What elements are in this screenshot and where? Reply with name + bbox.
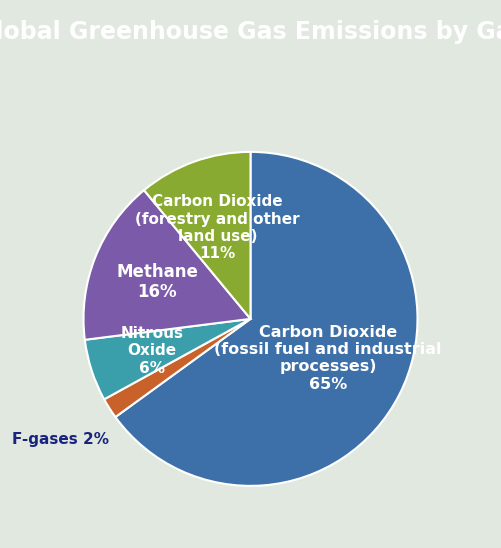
- Wedge shape: [104, 319, 251, 417]
- Text: F-gases 2%: F-gases 2%: [12, 432, 109, 447]
- Text: Global Greenhouse Gas Emissions by Gas: Global Greenhouse Gas Emissions by Gas: [0, 20, 501, 43]
- Wedge shape: [144, 152, 250, 319]
- Text: Nitrous
Oxide
6%: Nitrous Oxide 6%: [121, 326, 183, 376]
- Wedge shape: [85, 319, 250, 399]
- Text: Methane
16%: Methane 16%: [116, 262, 198, 301]
- Text: Carbon Dioxide
(fossil fuel and industrial
processes)
65%: Carbon Dioxide (fossil fuel and industri…: [214, 325, 441, 392]
- Wedge shape: [84, 190, 250, 340]
- Text: Carbon Dioxide
(forestry and other
land use)
11%: Carbon Dioxide (forestry and other land …: [135, 194, 300, 261]
- Wedge shape: [115, 152, 417, 486]
